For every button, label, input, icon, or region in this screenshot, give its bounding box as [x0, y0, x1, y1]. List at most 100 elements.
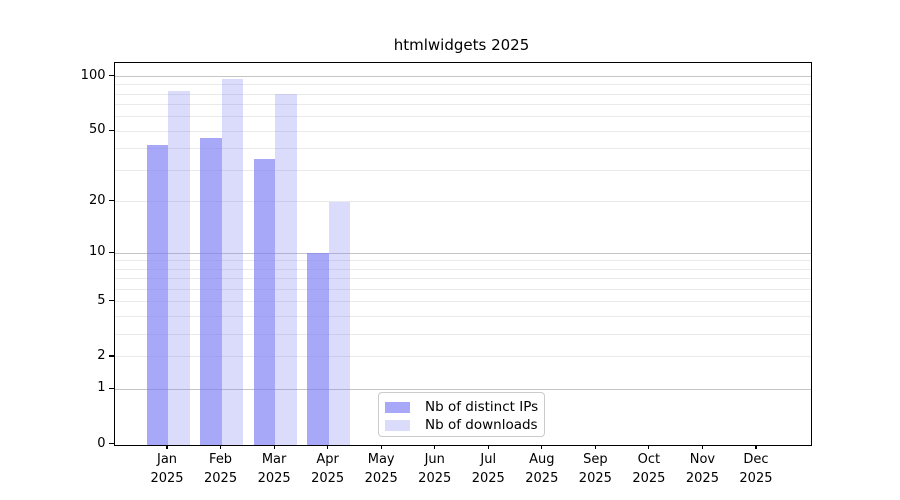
x-axis-tick	[594, 444, 596, 450]
x-tick-year: 2025	[471, 471, 505, 486]
x-tick-label-jan: Jan 2025	[127, 450, 207, 488]
y-axis-tick	[108, 300, 114, 302]
x-axis-tick	[273, 444, 275, 450]
x-tick-month: Mar	[261, 452, 287, 467]
gridline-minor	[114, 201, 811, 203]
y-axis-tick	[108, 251, 114, 253]
x-tick-year: 2025	[311, 471, 345, 486]
bar-downloads-mar	[275, 94, 297, 445]
x-tick-month: Jun	[424, 452, 445, 467]
downloads-swatch-icon	[385, 419, 410, 431]
x-tick-label-dec: Dec 2025	[716, 450, 796, 488]
x-tick-month: Feb	[209, 452, 233, 467]
legend-row-downloads: Nb of downloads	[385, 416, 538, 434]
x-tick-label-feb: Feb 2025	[181, 450, 261, 488]
gridline-minor	[114, 333, 811, 335]
x-tick-label-apr: Apr 2025	[288, 450, 368, 488]
gridline-minor	[114, 116, 811, 118]
x-tick-label-oct: Oct 2025	[609, 450, 689, 488]
bar-ips-feb	[200, 137, 222, 445]
x-tick-month: Sep	[583, 452, 608, 467]
gridline-minor	[114, 301, 811, 303]
x-tick-year: 2025	[418, 471, 452, 486]
legend-label-downloads: Nb of downloads	[425, 417, 538, 433]
gridline-minor	[114, 288, 811, 290]
gridline-minor	[114, 356, 811, 358]
x-axis-tick	[487, 444, 489, 450]
y-tick-label: 50	[88, 122, 106, 138]
x-tick-label-nov: Nov 2025	[662, 450, 742, 488]
gridline-minor	[114, 93, 811, 95]
x-tick-label-mar: Mar 2025	[234, 450, 314, 488]
x-tick-month: Jan	[157, 452, 178, 467]
x-tick-month: Apr	[316, 452, 339, 467]
gridline-minor	[114, 130, 811, 132]
gridline-minor	[114, 260, 811, 262]
y-axis-tick	[108, 387, 114, 389]
bar-ips-mar	[253, 158, 276, 445]
x-tick-year: 2025	[364, 471, 398, 486]
x-tick-month: Dec	[743, 452, 769, 467]
bar-downloads-feb	[221, 79, 244, 445]
legend-label-ips: Nb of distinct IPs	[425, 399, 539, 415]
x-tick-month: Nov	[689, 452, 716, 467]
x-tick-year: 2025	[739, 471, 773, 486]
gridline-minor	[114, 170, 811, 172]
y-tick-label: 1	[97, 380, 106, 396]
y-tick-label: 5	[97, 292, 106, 308]
gridline-minor	[114, 268, 811, 270]
legend: Nb of distinct IPs Nb of downloads	[378, 392, 545, 437]
x-tick-month: Oct	[637, 452, 661, 467]
legend-row-ips: Nb of distinct IPs	[385, 398, 538, 416]
x-tick-year: 2025	[525, 471, 559, 486]
x-tick-label-sep: Sep 2025	[555, 450, 635, 488]
x-tick-year: 2025	[257, 471, 291, 486]
x-tick-label-may: May 2025	[341, 450, 421, 488]
x-tick-year: 2025	[204, 471, 238, 486]
gridline-minor	[114, 278, 811, 280]
x-tick-year: 2025	[150, 471, 184, 486]
x-tick-year: 2025	[632, 471, 666, 486]
x-axis-tick	[701, 444, 703, 450]
x-tick-label-jun: Jun 2025	[395, 450, 475, 488]
x-axis-tick	[380, 444, 382, 450]
y-tick-label: 20	[88, 192, 106, 208]
x-axis-tick	[219, 444, 222, 450]
gridline-minor	[114, 148, 811, 150]
chart-title: htmlwidgets 2025	[393, 36, 530, 54]
y-tick-label: 0	[97, 435, 106, 451]
x-tick-month: May	[367, 452, 395, 467]
y-axis-tick	[108, 355, 114, 357]
x-axis-tick	[166, 444, 168, 450]
plot-area	[113, 61, 812, 446]
gridline-major	[114, 388, 811, 390]
gridline-minor	[114, 315, 811, 317]
x-axis-tick	[434, 444, 436, 450]
x-tick-label-aug: Aug 2025	[502, 450, 582, 488]
x-tick-label-jul: Jul 2025	[448, 450, 528, 488]
bar-ips-jan	[146, 144, 169, 445]
y-axis-tick	[108, 75, 114, 77]
x-tick-month: Aug	[529, 452, 555, 467]
y-axis-tick	[108, 442, 114, 445]
y-axis-tick	[108, 200, 114, 202]
gridline-minor	[114, 84, 811, 86]
gridline-major	[114, 252, 811, 254]
gridline-major	[114, 76, 811, 78]
bar-downloads-jan	[168, 91, 190, 445]
gridline-minor	[114, 104, 811, 106]
x-axis-tick	[648, 444, 650, 450]
x-axis-tick	[755, 444, 757, 450]
bar-downloads-apr	[328, 201, 351, 445]
x-axis-tick	[327, 444, 329, 450]
x-axis-tick	[541, 444, 543, 450]
x-tick-month: Jul	[480, 452, 497, 467]
x-tick-year: 2025	[578, 471, 612, 486]
y-tick-label: 100	[80, 67, 106, 83]
y-axis-tick	[108, 129, 114, 131]
ips-swatch-icon	[385, 401, 410, 413]
bar-ips-apr	[307, 253, 329, 445]
y-tick-label: 2	[97, 347, 106, 363]
y-tick-label: 10	[88, 244, 106, 260]
